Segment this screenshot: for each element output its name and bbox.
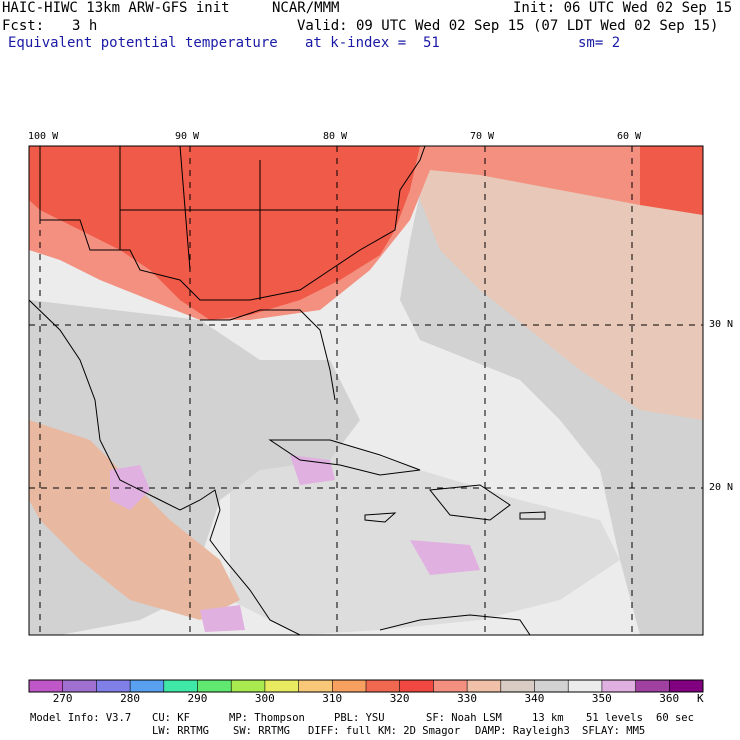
colorbar-swatch [29,680,64,692]
field-330k-us [29,146,420,320]
footer-sflay: SFLAY: MM5 [582,725,646,737]
footer-pbl: PBL: YSU [334,712,385,724]
colorbar-swatch [467,680,502,692]
colorbar-tick-label: 320 [389,692,410,705]
colorbar-tick-label: 300 [254,692,275,705]
footer-damp: DAMP: Rayleigh3 [475,725,570,737]
colorbar-tick-label: 290 [187,692,208,705]
lat-label-30n: 30 N [709,319,734,330]
colorbar-swatch [669,680,704,692]
coastlines [29,146,546,635]
footer-resolution: 13 km [532,712,564,724]
colorbar-tick-label: 360 [659,692,680,705]
lon-label-70w: 70 W [470,131,495,142]
colorbar-tick-label: 340 [524,692,545,705]
org-label: NCAR/MMM [272,0,340,16]
colorbar-swatch [635,680,670,692]
colorbar-swatch [332,680,367,692]
colorbar-swatch [62,680,97,692]
colorbar-swatch [163,680,198,692]
colorbar-unit: K [697,692,704,705]
footer-cu: CU: KF [152,712,190,724]
map-frame [28,145,704,636]
footer-sf: SF: Noah LSM [426,712,502,724]
footer-km: KM: 2D Smagor [378,725,461,737]
colorbar-swatch [96,680,131,692]
colorbar-swatch [601,680,637,692]
colorbar-tick-label: 350 [591,692,612,705]
footer-sw: SW: RRTMG [233,725,290,737]
footer-diff: DIFF: full [308,725,372,737]
colorbar-swatch [399,680,434,692]
colorbar-swatch [534,680,569,692]
field-365k-patch-3 [410,540,480,575]
smoothing: sm= 2 [578,35,621,51]
colorbar-swatch [366,680,401,692]
lon-label-90w: 90 W [175,131,200,142]
lon-label-60w: 60 W [617,131,642,142]
colorbar-swatch [298,680,333,692]
field-name: Equivalent potential temperature [8,35,278,51]
footer-mp: MP: Thompson [229,712,305,724]
forecast-hour: 3 h [72,18,98,34]
footer-model-info: Model Info: V3.7 [30,712,132,724]
lat-label-20n: 20 N [709,482,734,493]
footer-levels: 51 levels [586,712,643,724]
model-title: HAIC-HIWC 13km ARW-GFS init [2,0,230,16]
colorbar-swatch [231,680,266,692]
colorbar-tick-label: 310 [322,692,343,705]
field-350k-caribbean [230,430,620,635]
valid-time: Valid: 09 UTC Wed 02 Sep 15 (07 LDT Wed … [297,18,719,34]
colorbar-swatch [433,680,468,692]
colorbar-swatch [568,680,603,692]
lon-label-100w: 100 W [28,131,59,142]
footer-lw: LW: RRTMG [152,725,209,737]
field-365k-patch-4 [200,605,245,632]
colorbar-swatch [500,680,535,692]
graticule [29,146,703,635]
field-345k-mexico [29,420,240,620]
colorbar-swatch [130,680,165,692]
forecast-label: Fcst: [2,18,45,34]
colorbar [28,679,704,693]
init-time: Init: 06 UTC Wed 02 Sep 15 [513,0,733,16]
colorbar-tick-label: 330 [457,692,477,705]
level-index: at k-index = 51 [305,35,440,51]
colorbar-swatch [264,680,300,692]
footer-timestep: 60 sec [656,712,694,724]
colorbar-tick-label: 270 [52,692,73,705]
field-330k-atlantic [640,146,703,215]
lon-label-80w: 80 W [323,131,348,142]
colorbar-tick-label: 280 [120,692,140,705]
colorbar-swatch [197,680,232,692]
